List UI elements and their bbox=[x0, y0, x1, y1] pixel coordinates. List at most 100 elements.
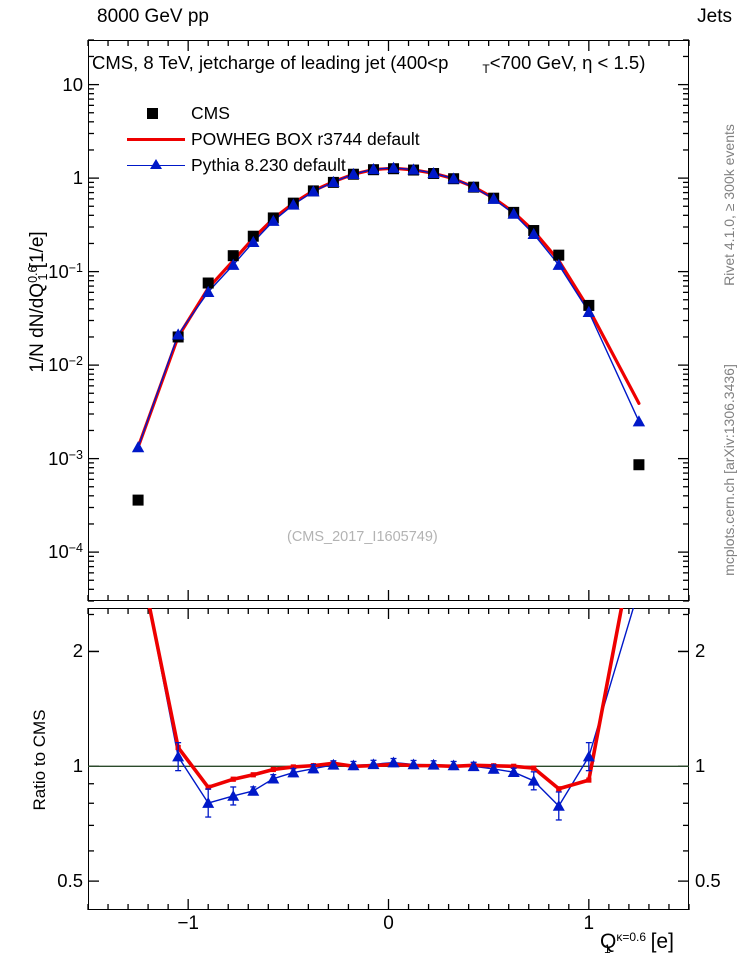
y-tick-label: 1 bbox=[72, 167, 83, 189]
x-axis-label-unit: [e] bbox=[644, 930, 674, 953]
ratio-plot-canvas bbox=[88, 608, 689, 821]
pythia-data-point bbox=[387, 161, 400, 173]
x-tick-label: −1 bbox=[177, 913, 199, 934]
pythia-data-point bbox=[327, 175, 340, 187]
pythia-ratio-point bbox=[202, 797, 215, 808]
y-tick-label: 10−4 bbox=[48, 541, 83, 563]
powheg-curve bbox=[136, 166, 641, 449]
pythia-data-point bbox=[267, 214, 280, 226]
legend-item-powheg: POWHEG BOX r3744 default bbox=[125, 126, 455, 152]
plot-title: CMS, 8 TeV, jetcharge of leading jet (40… bbox=[92, 52, 645, 76]
pythia-data-point bbox=[447, 172, 460, 184]
x-axis-label-sup: κ=0.6 bbox=[616, 930, 647, 944]
powheg-ratio-point bbox=[556, 786, 562, 792]
cms-data-point bbox=[633, 459, 645, 471]
header-beam-info: 8000 GeV pp bbox=[97, 6, 209, 27]
ratio-y-tick-label-right: 2 bbox=[695, 640, 706, 662]
y-axis-tick-labels: 10 1 10−1 10−2 10−3 10−4 bbox=[0, 0, 83, 972]
powheg-ratio-point bbox=[270, 766, 276, 773]
pythia-data-point bbox=[171, 328, 185, 340]
cms-data-point bbox=[227, 250, 239, 262]
pythia-data-point bbox=[552, 258, 565, 270]
pythia-ratio-point bbox=[347, 759, 360, 771]
pythia-ratio-point bbox=[287, 766, 300, 778]
dataset-watermark: (CMS_2017_I1605749) bbox=[287, 529, 438, 545]
y-tick-label: 10−3 bbox=[48, 447, 83, 469]
powheg-ratio-point bbox=[230, 776, 236, 782]
pythia-curve bbox=[137, 167, 640, 449]
pythia-data-point bbox=[467, 180, 480, 193]
y-tick-label: 10−2 bbox=[48, 354, 83, 376]
pythia-data-point bbox=[507, 207, 520, 219]
pythia-data-point bbox=[131, 441, 145, 453]
pythia-data-point bbox=[227, 258, 240, 270]
pythia-ratio-point bbox=[582, 750, 595, 762]
pythia-ratio-point bbox=[367, 758, 380, 770]
ratio-y-axis-tick-labels-right: 2 1 0.5 bbox=[695, 0, 745, 972]
cms-data-point bbox=[583, 299, 595, 311]
powheg-ratio-point bbox=[586, 777, 592, 783]
pythia-data-point bbox=[287, 198, 300, 210]
pythia-ratio-point bbox=[507, 766, 520, 777]
powheg-ratio-point bbox=[250, 772, 256, 778]
pythia-data-point bbox=[247, 235, 260, 248]
cms-data-point bbox=[132, 494, 144, 506]
pythia-ratio-point bbox=[387, 756, 400, 768]
ratio-y-tick-label-right: 0.5 bbox=[695, 870, 721, 892]
ratio-y-tick-label: 1 bbox=[72, 755, 83, 777]
ratio-y-tick-label-right: 1 bbox=[695, 755, 706, 777]
pythia-ratio-point bbox=[307, 762, 320, 774]
legend-item-pythia: Pythia 8.230 default bbox=[125, 152, 455, 178]
pythia-data-point bbox=[527, 227, 540, 240]
pythia-line-triangle-icon bbox=[125, 155, 187, 175]
y-tick-label: 10 bbox=[62, 73, 83, 95]
pythia-data-point bbox=[307, 185, 320, 197]
legend-label-powheg: POWHEG BOX r3744 default bbox=[191, 128, 420, 149]
x-axis-label: Qκ=0.6 1 [e] bbox=[600, 930, 674, 956]
pythia-ratio-point bbox=[487, 762, 500, 774]
pythia-data-point bbox=[427, 166, 440, 179]
plot-title-post: <700 GeV, η < 1.5) bbox=[489, 52, 646, 73]
cms-data-point bbox=[202, 277, 214, 289]
pythia-ratio-point bbox=[267, 772, 280, 784]
pythia-data-point bbox=[582, 305, 596, 317]
ratio-y-axis-tick-labels-left: 2 1 0.5 bbox=[0, 0, 83, 972]
cms-marker-icon bbox=[125, 103, 187, 123]
powheg-ratio-point bbox=[531, 765, 537, 771]
y-tick-label: 10−1 bbox=[48, 260, 83, 282]
pythia-ratio-point bbox=[527, 774, 540, 786]
pythia-ratio-point bbox=[227, 789, 240, 801]
pythia-ratio-point bbox=[447, 759, 460, 771]
powheg-ratio-point bbox=[205, 784, 211, 790]
pythia-ratio-point bbox=[247, 784, 260, 796]
x-axis-label-sub: 1 bbox=[604, 942, 611, 956]
pythia-ratio-point bbox=[407, 758, 420, 770]
plot-title-pre: CMS, 8 TeV, jetcharge of leading jet (40… bbox=[92, 52, 449, 73]
pythia-data-point bbox=[487, 192, 500, 204]
pythia-ratio-point bbox=[427, 758, 440, 770]
x-axis-tick-labels: −1 0 1 bbox=[0, 913, 746, 943]
plot-title-sub: T bbox=[482, 62, 490, 76]
pythia-data-point bbox=[632, 415, 646, 427]
legend-label-pythia: Pythia 8.230 default bbox=[191, 154, 346, 175]
pythia-data-point bbox=[367, 163, 380, 175]
pythia-ratio-point bbox=[327, 758, 340, 770]
legend: CMS POWHEG BOX r3744 default Pythia 8.23… bbox=[125, 100, 455, 178]
pythia-ratio-point bbox=[467, 760, 480, 772]
pythia-data-point bbox=[202, 285, 215, 297]
legend-label-cms: CMS bbox=[191, 102, 230, 123]
powheg-ratio-curve bbox=[147, 608, 624, 791]
powheg-line-icon bbox=[125, 129, 187, 149]
x-tick-label: 1 bbox=[583, 913, 595, 934]
pythia-data-point bbox=[407, 163, 420, 175]
header-category: Jets bbox=[697, 6, 732, 27]
x-axis-label-main: Q bbox=[600, 930, 617, 953]
pythia-ratio-point bbox=[552, 799, 565, 811]
pythia-data-point bbox=[347, 167, 360, 180]
main-plot-canvas bbox=[131, 161, 646, 506]
x-tick-label: 0 bbox=[383, 913, 394, 934]
pythia-ratio-point bbox=[172, 750, 185, 762]
ratio-y-tick-label: 2 bbox=[72, 640, 83, 662]
